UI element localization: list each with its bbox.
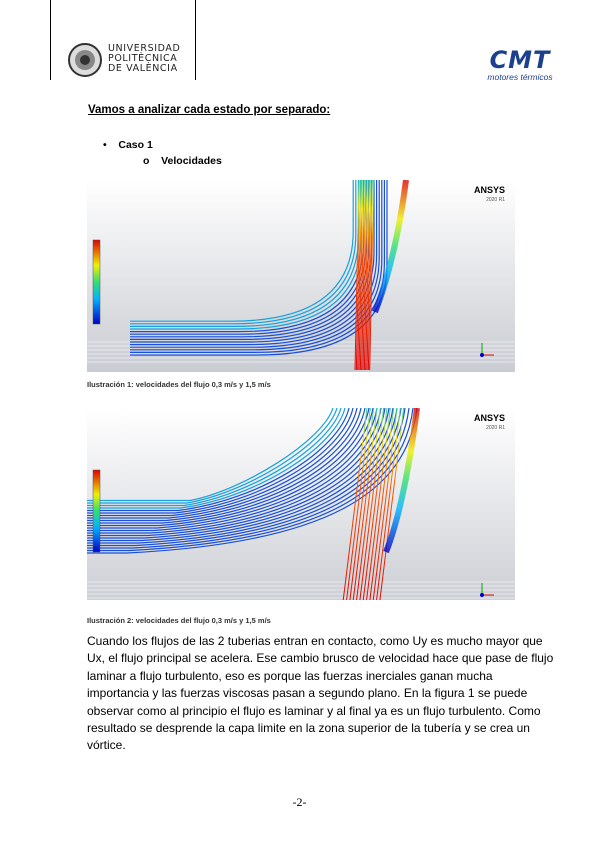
jet-streamline [359, 180, 365, 371]
jet-streamline [349, 408, 375, 600]
streamline [130, 180, 354, 322]
streamline [130, 180, 375, 343]
figure-caption: Ilustración 1: velocidades del flujo 0,3… [87, 380, 271, 389]
jet-streamline [357, 180, 363, 371]
streamline [87, 408, 342, 507]
jet-streamline [352, 408, 378, 600]
jet-streamline [367, 180, 373, 371]
jet-streamline [376, 408, 401, 600]
university-line: DE VALÈNCIA [108, 63, 178, 74]
streamline [130, 180, 385, 353]
page-number: -2- [292, 795, 307, 809]
jet-streamline [369, 180, 375, 371]
streamline [87, 408, 398, 542]
bullet-item: • Caso 1 [103, 139, 153, 151]
streamline [87, 408, 394, 539]
jet-streamline [342, 408, 368, 600]
item-text: Caso 1 [118, 139, 153, 151]
jet-streamline [346, 408, 371, 600]
university-line: UNIVERSIDAD [108, 43, 181, 54]
jet-streamline [366, 408, 391, 600]
sub-item: o Velocidades [143, 155, 222, 167]
jet-streamline [362, 408, 388, 600]
streamline [87, 408, 374, 527]
jet-streamline [379, 408, 405, 600]
streamline [87, 408, 414, 552]
background [87, 408, 515, 600]
software-name: ANSYS [474, 185, 505, 195]
figure-caption: Ilustración 2: velocidades del flujo 0,3… [87, 616, 271, 625]
jet-edge [383, 408, 420, 554]
jet-streamline [365, 180, 371, 371]
streamline [87, 408, 382, 532]
colorbar [92, 239, 101, 325]
streamline [87, 408, 354, 514]
university-seal [68, 43, 102, 77]
divider [195, 0, 196, 80]
streamline [87, 408, 370, 524]
axis-origin [480, 593, 484, 597]
cmt-logo: CMT motores térmicos [480, 48, 560, 82]
logo-text: CMT [489, 46, 551, 74]
streamline [87, 408, 334, 502]
jet-streamline [355, 180, 361, 371]
streamline [87, 408, 350, 512]
streamline [87, 408, 338, 504]
jet-streamline [372, 408, 398, 600]
item-text: Velocidades [161, 155, 222, 167]
software-version: 2020 R1 [486, 197, 505, 203]
jet-streamline [358, 180, 364, 371]
streamline [130, 180, 378, 346]
streamline [130, 180, 383, 351]
jet-streamline [359, 408, 385, 600]
jet-streamline [354, 180, 360, 371]
heading: Vamos a analizar cada estado por separad… [88, 104, 331, 116]
cfd-figure: ANSYS 2020 R1 [87, 408, 515, 600]
jet-streamline [356, 408, 381, 600]
axis-origin [480, 353, 484, 357]
body-text: Cuando los flujos de las 2 tuberias entr… [87, 634, 554, 753]
university-name: UNIVERSIDAD POLITÈCNICA DE VALÈNCIA [108, 44, 180, 74]
jet-streamline [369, 408, 395, 600]
jet-streamline [366, 180, 372, 371]
streamline [87, 408, 366, 522]
jet-edge [372, 180, 409, 314]
streamline [87, 408, 410, 549]
jet-streamline [363, 180, 369, 371]
streamline [130, 180, 357, 325]
streamline [87, 408, 418, 554]
streamline [87, 408, 402, 544]
jet-streamline [362, 180, 368, 371]
software-name: ANSYS [474, 413, 505, 423]
divider [50, 0, 51, 80]
streamline [130, 180, 380, 348]
jet-streamline [361, 180, 367, 371]
streamline [87, 408, 358, 517]
university-line: POLITÈCNICA [108, 53, 178, 64]
streamline [87, 408, 346, 509]
streamline [87, 408, 378, 529]
streamline [87, 408, 362, 519]
cfd-figure: ANSYS 2020 R1 [87, 180, 515, 372]
software-version: 2020 R1 [486, 425, 505, 431]
colorbar [92, 469, 101, 553]
logo-subtitle: motores térmicos [487, 72, 553, 82]
